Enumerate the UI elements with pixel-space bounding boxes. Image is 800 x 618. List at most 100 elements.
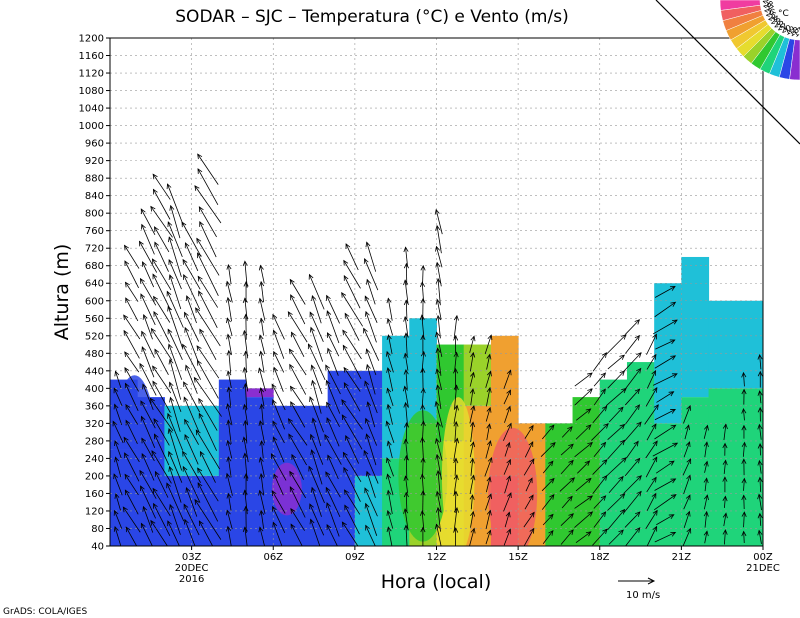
wind-arrow-14-460 <box>342 345 362 379</box>
wind-arrowhead-17-380 <box>402 385 408 392</box>
wind-column-6 <box>193 153 222 546</box>
wind-arrowhead-22-100 <box>486 509 492 516</box>
wind-arrow-9-260 <box>261 441 264 459</box>
wind-arrowhead-37-140 <box>757 493 763 500</box>
wind-arrowhead-29-500 <box>621 334 627 340</box>
wind-arrow-22-60 <box>485 530 491 545</box>
wind-arrowhead-3-580 <box>153 295 159 302</box>
wind-arrow-2-620 <box>140 278 157 306</box>
wind-arrowhead-5-220 <box>182 450 187 457</box>
wind-arrowhead-16-380 <box>386 387 392 394</box>
wind-arrow-4-60 <box>167 520 180 546</box>
wind-arrow-14-220 <box>343 452 362 483</box>
wind-arrowhead-10-140 <box>271 490 277 496</box>
wind-arrow-11-100 <box>290 508 305 531</box>
wind-arrow-12-460 <box>308 343 326 381</box>
wind-arrowhead-8-100 <box>243 505 249 512</box>
temp-cell-3-0 <box>218 379 247 546</box>
wind-arrow-21-260 <box>469 442 474 458</box>
wind-arrowhead-36-180 <box>741 477 747 484</box>
wind-arrow-23-300 <box>503 423 512 441</box>
wind-arrow-6-100 <box>194 499 222 540</box>
wind-arrowhead-22-140 <box>487 493 492 500</box>
wind-arrowhead-5-300 <box>184 418 189 425</box>
wind-arrow-34-180 <box>704 478 708 492</box>
wind-arrowhead-36-60 <box>741 530 747 537</box>
wind-arrowhead-1-580 <box>125 297 130 304</box>
wind-arrowhead-12-220 <box>310 449 316 455</box>
wind-arrowhead-17-300 <box>404 422 410 428</box>
wind-arrowhead-2-380 <box>142 383 147 390</box>
wind-column-17 <box>402 246 410 546</box>
wind-arrowhead-11-180 <box>289 470 295 477</box>
wind-arrow-27-300 <box>575 424 592 440</box>
wind-arrowhead-35-220 <box>722 459 728 466</box>
wind-arrowhead-12-420 <box>310 364 316 371</box>
wind-arrow-1-580 <box>125 297 139 322</box>
wind-arrow-22-180 <box>485 477 491 493</box>
wind-arrow-1-180 <box>124 474 139 496</box>
wind-arrow-37-140 <box>758 494 762 511</box>
wind-arrow-15-500 <box>363 328 380 361</box>
wind-arrowhead-30-420 <box>636 367 642 374</box>
wind-arrowhead-7-100 <box>225 509 231 516</box>
wind-arrowhead-3-380 <box>152 380 158 387</box>
wind-arrowhead-34-300 <box>704 424 709 431</box>
wind-arrow-6-900 <box>197 153 219 185</box>
wind-arrowhead-19-60 <box>434 523 440 530</box>
wind-arrow-15-700 <box>366 242 377 272</box>
wind-arrow-14-500 <box>342 329 362 360</box>
wind-arrow-5-140 <box>186 487 198 517</box>
wind-arrow-3-700 <box>154 242 169 272</box>
wind-arrow-14-60 <box>342 521 359 546</box>
wind-column-22 <box>484 334 493 545</box>
wind-arrow-7-100 <box>226 510 233 530</box>
wind-arrowhead-33-140 <box>685 494 691 501</box>
wind-arrow-5-620 <box>183 274 200 310</box>
wind-arrowhead-36-420 <box>741 371 747 378</box>
wind-arrowhead-12-540 <box>309 311 315 318</box>
wind-arrowhead-20-420 <box>453 367 459 374</box>
wind-arrowhead-31-340 <box>653 404 659 410</box>
y-tick-label-10: 440 <box>85 366 104 377</box>
wind-arrow-11-500 <box>291 332 305 358</box>
wind-arrowhead-19-580 <box>435 298 441 305</box>
wind-arrowhead-19-220 <box>435 453 441 460</box>
wind-arrowhead-36-300 <box>741 424 747 431</box>
wind-arrowhead-17-340 <box>403 401 409 408</box>
wind-arrowhead-7-620 <box>225 280 231 287</box>
wind-arrow-32-580 <box>654 301 676 318</box>
wind-arrowhead-25-260 <box>550 442 556 448</box>
wind-arrowhead-35-60 <box>722 529 728 535</box>
wind-arrowhead-14-300 <box>341 414 347 421</box>
wind-arrowhead-27-220 <box>584 460 591 466</box>
wind-arrowhead-11-380 <box>289 385 296 392</box>
wind-arrowhead-19-740 <box>435 224 441 231</box>
wind-arrowhead-15-220 <box>363 449 369 456</box>
wind-arrowhead-37-380 <box>757 390 763 396</box>
wind-arrow-15-220 <box>363 450 379 484</box>
y-axis-ticks: 40 80 120 160 200 240 280 320 360 400 440 480 520 560… <box>79 34 110 553</box>
wind-arrowhead-22-380 <box>486 386 492 393</box>
wind-column-29 <box>605 334 627 545</box>
wind-arrow-28-460 <box>592 352 607 372</box>
wind-arrow-19-580 <box>436 299 442 320</box>
wind-arrowhead-20-260 <box>454 437 460 444</box>
x-tick-label-2: 09Z <box>345 552 365 563</box>
wind-arrowhead-21-140 <box>469 494 475 500</box>
wind-arrow-26-140 <box>561 496 573 509</box>
wind-arrowhead-27-140 <box>587 495 594 501</box>
wind-arrowhead-21-340 <box>470 404 476 411</box>
wind-arrowhead-17-660 <box>403 262 409 269</box>
wind-arrow-1-140 <box>124 489 139 515</box>
wind-arrow-10-60 <box>272 522 283 546</box>
wind-arrow-9-220 <box>259 457 265 477</box>
wind-arrowhead-8-580 <box>242 297 248 304</box>
wind-arrow-23-340 <box>504 406 511 423</box>
wind-arrow-19-740 <box>436 225 442 254</box>
wind-arrowhead-31-220 <box>652 456 658 463</box>
wind-arrowhead-32-540 <box>672 319 678 325</box>
wind-arrow-21-420 <box>469 372 475 387</box>
wind-arrowhead-28-260 <box>600 441 607 448</box>
wind-arrow-16-220 <box>386 457 394 477</box>
